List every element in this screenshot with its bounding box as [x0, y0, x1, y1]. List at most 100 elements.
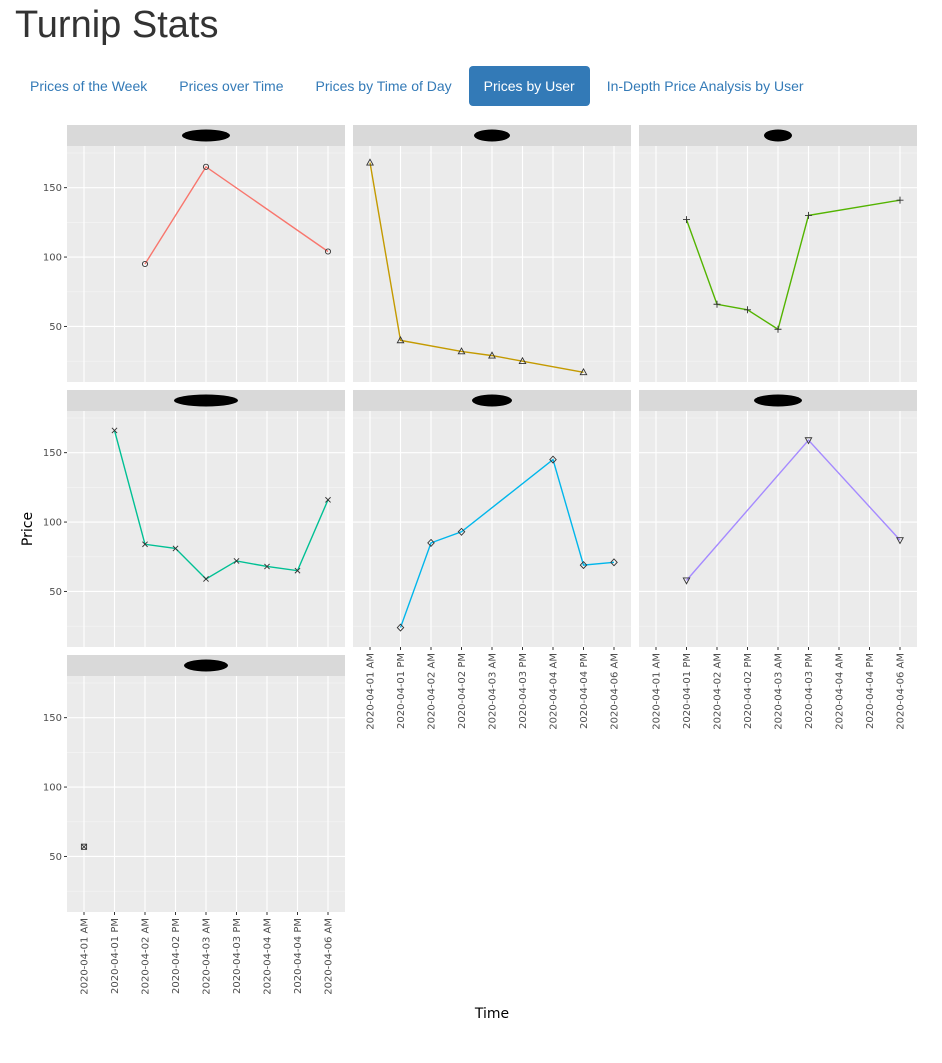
- tab-in-depth-price-analysis[interactable]: In-Depth Price Analysis by User: [606, 78, 804, 94]
- data-point: [324, 248, 332, 255]
- x-tick-label: 2020-04-02 AM: [713, 653, 724, 730]
- redacted-user-name: [184, 659, 228, 672]
- facet-panel: 50 100 150: [43, 125, 345, 382]
- x-tick-label: 2020-04-04 PM: [293, 918, 304, 994]
- data-point: [366, 158, 374, 166]
- point-marker: [457, 347, 466, 355]
- data-point: [111, 427, 118, 434]
- data-point: [896, 196, 904, 204]
- data-point: [457, 347, 466, 355]
- data-point: [396, 623, 405, 632]
- data-point: [427, 538, 435, 547]
- data-point: [203, 576, 209, 582]
- point-marker: [579, 367, 588, 376]
- point-marker: [233, 558, 240, 564]
- point-marker: [427, 538, 435, 547]
- x-tick-label: 2020-04-04 PM: [579, 653, 590, 729]
- point-marker: [81, 843, 87, 850]
- tab-prices-by-time-of-day[interactable]: Prices by Time of Day: [315, 78, 452, 94]
- x-tick-label: 2020-04-03 PM: [232, 918, 243, 994]
- data-point: [579, 367, 588, 376]
- x-tick-label: 2020-04-01 AM: [366, 653, 377, 730]
- point-marker: [396, 623, 405, 632]
- x-tick-label: 2020-04-02 AM: [427, 653, 438, 730]
- point-marker: [141, 260, 149, 268]
- data-point: [805, 211, 812, 219]
- point-marker: [713, 300, 721, 308]
- data-point: [804, 437, 813, 445]
- x-tick-label: 2020-04-03 AM: [774, 653, 785, 730]
- data-point: [896, 537, 904, 545]
- point-marker: [896, 537, 904, 545]
- series-line: [113, 430, 329, 580]
- redacted-user-name: [182, 129, 230, 142]
- redacted-user-name: [754, 394, 802, 407]
- point-marker: [488, 351, 496, 359]
- point-marker: [142, 541, 148, 548]
- tab-prices-of-the-week[interactable]: Prices of the Week: [30, 78, 148, 94]
- x-axis-title: Time: [474, 1006, 509, 1022]
- data-point: [774, 325, 782, 333]
- x-tick-label: 2020-04-06 AM: [324, 918, 335, 995]
- series-line: [144, 165, 329, 265]
- data-point: [457, 527, 466, 536]
- y-tick-label: 150: [43, 448, 62, 459]
- x-tick-label: 2020-04-04 PM: [865, 653, 876, 729]
- facet-panel: 50 100 150: [43, 390, 345, 647]
- y-tick-label: 50: [49, 322, 62, 333]
- x-tick-label: 2020-04-01 PM: [396, 653, 407, 729]
- data-point: [172, 545, 179, 552]
- y-tick-label: 100: [43, 783, 62, 794]
- point-marker: [203, 576, 209, 582]
- x-tick-label: 2020-04-03 PM: [804, 653, 815, 729]
- data-point: [233, 558, 240, 564]
- tab-prices-over-time[interactable]: Prices over Time: [179, 78, 284, 94]
- redacted-user-name: [472, 394, 512, 407]
- x-tick-label: 2020-04-04 AM: [835, 653, 846, 730]
- tab-prices-by-user[interactable]: Prices by User: [468, 66, 590, 106]
- x-tick-label: 2020-04-01 PM: [682, 653, 693, 729]
- point-marker: [682, 577, 691, 585]
- x-tick-label: 2020-04-03 AM: [488, 653, 499, 730]
- point-marker: [804, 437, 813, 445]
- facet-panel: 2020-04-01 AM 2020-04-01 PM 2020-04-02 AM 2…: [639, 390, 917, 730]
- data-point: [518, 356, 527, 365]
- point-marker: [264, 563, 270, 570]
- data-point: [683, 216, 690, 224]
- data-point: [264, 563, 270, 570]
- y-tick-label: 50: [49, 852, 62, 863]
- y-tick-label: 100: [43, 253, 62, 264]
- x-tick-label: 2020-04-01 PM: [110, 918, 121, 994]
- point-marker: [324, 248, 332, 255]
- point-marker: [518, 356, 527, 365]
- data-point: [610, 558, 618, 567]
- data-point: [488, 351, 496, 359]
- series-line: [685, 199, 901, 331]
- data-point: [549, 455, 557, 464]
- point-marker: [805, 211, 812, 219]
- point-marker: [202, 163, 210, 170]
- point-marker: [172, 545, 179, 552]
- y-axis-title: Price: [20, 512, 36, 546]
- redacted-user-name: [174, 394, 238, 407]
- point-marker: [549, 455, 557, 464]
- x-tick-label: 2020-04-02 PM: [457, 653, 468, 729]
- point-marker: [396, 336, 405, 344]
- data-point: [80, 843, 88, 850]
- point-marker: [294, 567, 301, 574]
- point-marker: [774, 325, 782, 333]
- x-tick-label: 2020-04-04 AM: [549, 653, 560, 730]
- facet-panel: 50 100 150 2020-04-01 AM 2020-04-01 PM 2020-0…: [43, 655, 345, 995]
- data-point: [396, 336, 405, 344]
- data-point: [202, 163, 210, 170]
- y-tick-label: 150: [43, 713, 62, 724]
- series-line: [685, 439, 901, 581]
- x-tick-label: 2020-04-02 PM: [171, 918, 182, 994]
- page-title: Turnip Stats: [15, 4, 219, 46]
- x-tick-label: 2020-04-04 AM: [263, 918, 274, 995]
- x-tick-label: 2020-04-06 AM: [610, 653, 621, 730]
- point-marker: [579, 561, 588, 570]
- x-tick-label: 2020-04-01 AM: [80, 918, 91, 995]
- x-tick-label: 2020-04-01 AM: [652, 653, 663, 730]
